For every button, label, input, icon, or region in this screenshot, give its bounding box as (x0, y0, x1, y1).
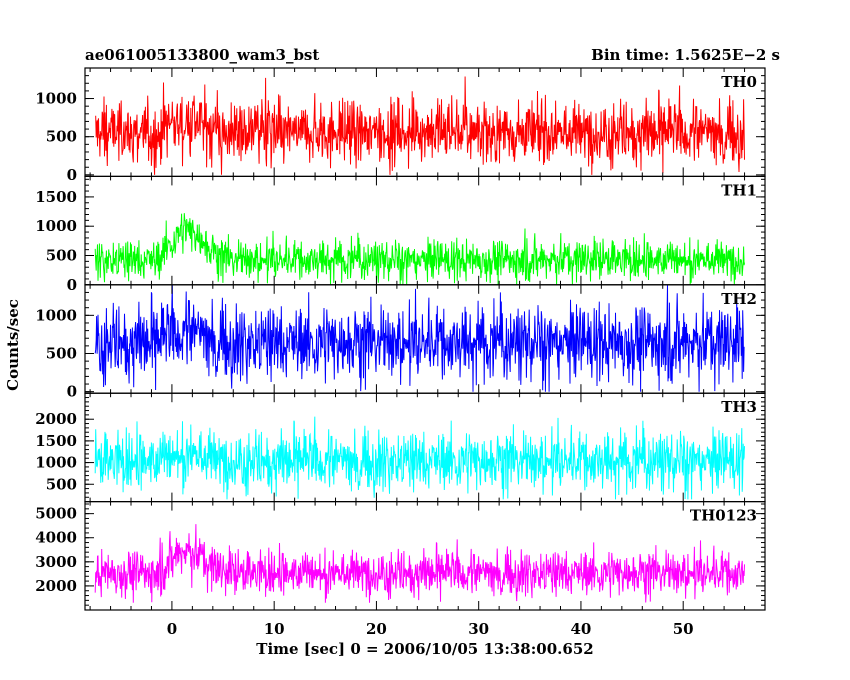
y-tick-label: 1500 (35, 432, 77, 450)
y-tick-label: 500 (46, 475, 77, 493)
y-tick-label: 3000 (35, 553, 77, 571)
y-tick-label: 2000 (35, 410, 77, 428)
panel-label-th2: TH2 (721, 290, 757, 308)
x-tick-label: 0 (167, 620, 177, 638)
panel-frame (84, 501, 766, 611)
panel-label-th0: TH0 (721, 73, 757, 91)
y-tick-label: 0 (67, 276, 77, 294)
y-tick-label: 1000 (35, 217, 77, 235)
y-axis-label: Counts/sec (4, 299, 22, 391)
x-axis-label: Time [sec] 0 = 2006/10/05 13:38:00.652 (256, 640, 593, 658)
x-tick-label: 10 (264, 620, 285, 638)
y-tick-label: 500 (46, 128, 77, 146)
x-tick-label: 50 (673, 620, 694, 638)
y-tick-label: 2000 (35, 577, 77, 595)
panel-label-th1: TH1 (721, 181, 757, 199)
y-tick-label: 0 (67, 166, 77, 184)
y-tick-label: 1500 (35, 188, 77, 206)
x-tick-label: 40 (571, 620, 592, 638)
x-tick-label: 20 (366, 620, 387, 638)
y-tick-label: 500 (46, 345, 77, 363)
y-tick-label: 1000 (35, 454, 77, 472)
light-curve-series-th0123 (94, 524, 745, 603)
light-curve-series-th1 (94, 213, 745, 285)
light-curve-series-th3 (94, 416, 745, 500)
bin-time-label: Bin time: 1.5625E−2 s (591, 46, 780, 64)
y-tick-label: 500 (46, 247, 77, 265)
light-curve-series-th2 (94, 284, 745, 392)
panel-label-th3: TH3 (721, 398, 757, 416)
y-tick-label: 4000 (35, 529, 77, 547)
y-tick-label: 5000 (35, 505, 77, 523)
y-tick-label: 0 (67, 383, 77, 401)
chart-title: ae061005133800_wam3_bst (85, 46, 319, 64)
y-tick-label: 1000 (35, 306, 77, 324)
x-tick-label: 30 (468, 620, 489, 638)
panel-label-th0123: TH0123 (690, 507, 757, 525)
y-tick-label: 1000 (35, 90, 77, 108)
light-curve-series-th0 (95, 76, 745, 175)
